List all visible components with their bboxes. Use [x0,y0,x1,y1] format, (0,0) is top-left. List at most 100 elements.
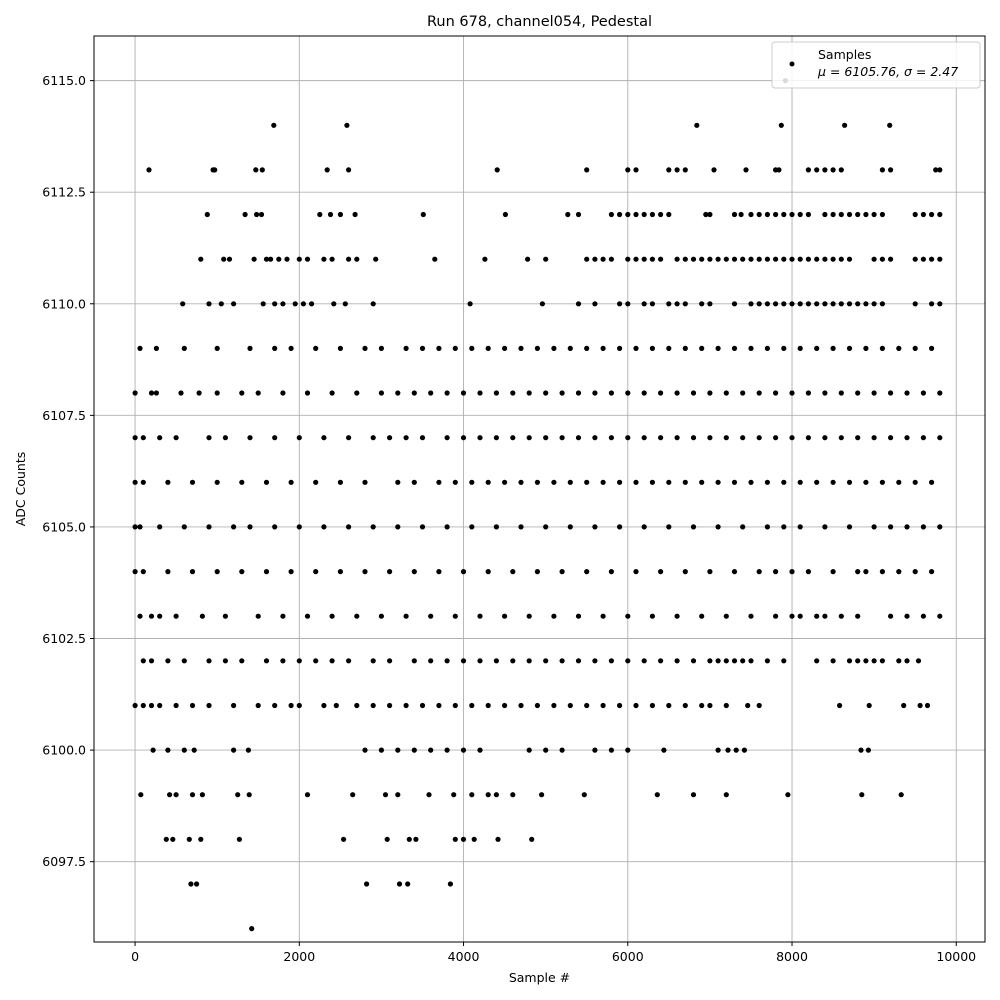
data-point [740,435,746,441]
data-point [194,881,200,887]
data-point [173,435,179,441]
data-point [748,256,754,262]
data-point [255,613,261,619]
data-point [296,524,302,530]
data-point [879,479,886,485]
data-point [797,524,803,530]
data-point [608,569,615,575]
data-point [518,524,524,530]
data-point [432,256,438,262]
data-point [387,435,393,441]
data-point [296,435,302,441]
data-point [756,301,762,307]
data-point [641,390,647,396]
data-point [342,301,348,307]
data-point [682,702,688,709]
data-point [666,702,672,709]
data-point [781,479,787,485]
data-point [674,658,680,664]
data-point [822,301,828,307]
data-point [871,256,877,262]
data-point [617,479,623,485]
data-point [246,792,252,798]
data-point [764,211,771,218]
data-point [592,256,598,262]
data-point [866,702,872,709]
x-axis-label: Sample # [509,970,570,985]
data-point [331,301,337,307]
data-point [896,479,902,485]
data-point [403,702,409,709]
data-point [309,301,315,307]
data-point [682,167,688,173]
data-point [384,836,390,842]
data-point [140,658,146,664]
data-point [871,390,877,396]
data-point [789,613,795,619]
data-point [272,524,278,530]
data-point [272,301,278,307]
data-point [592,658,598,664]
data-point [863,658,869,664]
data-point [132,569,138,575]
data-point [378,747,384,753]
data-point [879,569,886,575]
data-point [863,211,869,218]
data-point [178,390,184,396]
data-point [888,390,894,396]
data-point [649,301,656,307]
data-point [378,345,384,351]
data-point [460,435,467,441]
data-point [822,435,828,441]
data-point [896,658,902,664]
data-point [789,569,795,575]
data-point [863,345,869,351]
data-point [715,256,721,262]
data-point [633,167,639,173]
data-point [575,301,582,307]
data-point [403,435,409,441]
data-point [904,658,910,664]
data-point [756,390,762,396]
data-point [625,256,631,262]
data-point [370,435,376,441]
data-point [231,702,237,709]
data-point [846,345,853,351]
data-point [284,256,290,262]
data-point [633,345,639,351]
data-point [797,211,803,218]
data-point [444,658,450,664]
data-point [354,613,360,619]
data-point [165,479,171,485]
data-point [428,658,434,664]
data-point [242,211,248,218]
data-point [148,658,155,664]
data-point [830,658,836,664]
data-point [682,569,688,575]
data-point [460,569,467,575]
data-point [231,747,237,753]
data-point [247,435,253,441]
data-point [789,435,795,441]
data-point [485,345,491,351]
data-point [493,792,499,798]
data-point [218,301,224,307]
data-point [428,390,434,396]
data-point [444,747,450,753]
data-point [132,479,138,485]
data-point [251,256,257,262]
data-point [460,658,467,664]
data-point [469,524,475,530]
data-point [346,524,352,530]
data-point [539,301,546,307]
data-point [395,747,401,753]
data-point [649,256,656,262]
data-point [206,524,212,530]
data-point [170,836,176,842]
data-point [163,836,169,842]
data-point [937,167,943,173]
data-point [855,390,861,396]
data-point [929,301,935,307]
data-point [756,256,762,262]
data-point [723,792,729,798]
